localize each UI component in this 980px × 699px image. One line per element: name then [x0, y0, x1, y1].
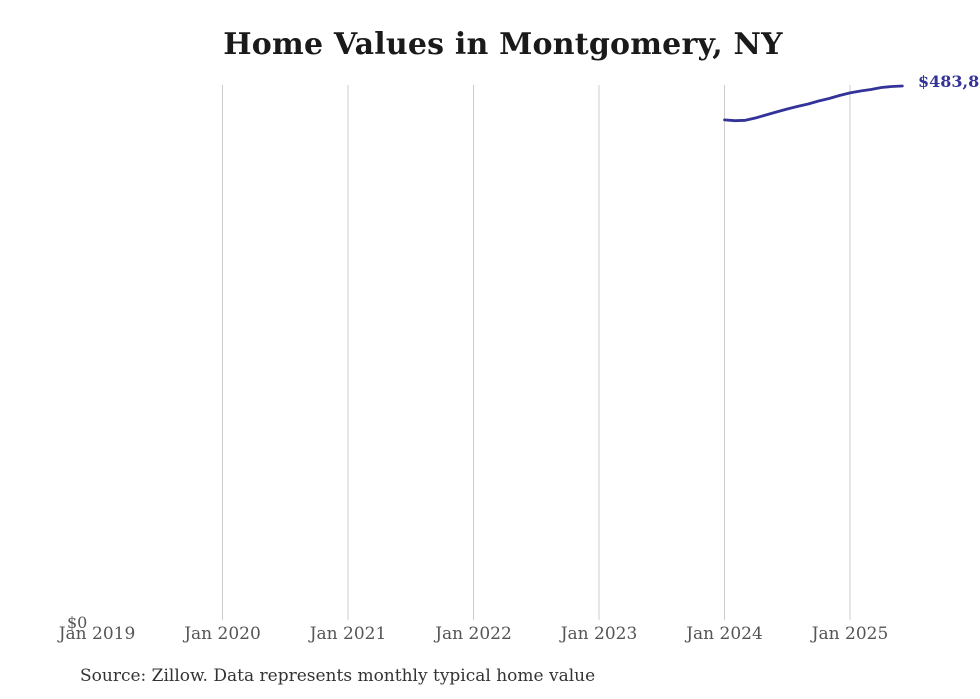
y-axis-zero-label: $0 [67, 613, 88, 632]
chart-title: Home Values in Montgomery, NY [223, 27, 783, 62]
line-end-value-label: $483,8 [918, 72, 980, 91]
x-tick-label: Jan 2019 [58, 624, 136, 644]
x-tick-label: Jan 2024 [686, 624, 763, 644]
x-tick-label: Jan 2022 [435, 624, 512, 644]
source-note: Source: Zillow. Data represents monthly … [80, 666, 596, 686]
x-tick-label: Jan 2021 [309, 624, 387, 644]
home-value-line [723, 84, 904, 123]
x-tick-label: Jan 2023 [560, 624, 638, 644]
x-tick-label: Jan 2020 [184, 624, 261, 644]
x-tick-label: Jan 2025 [811, 624, 889, 644]
